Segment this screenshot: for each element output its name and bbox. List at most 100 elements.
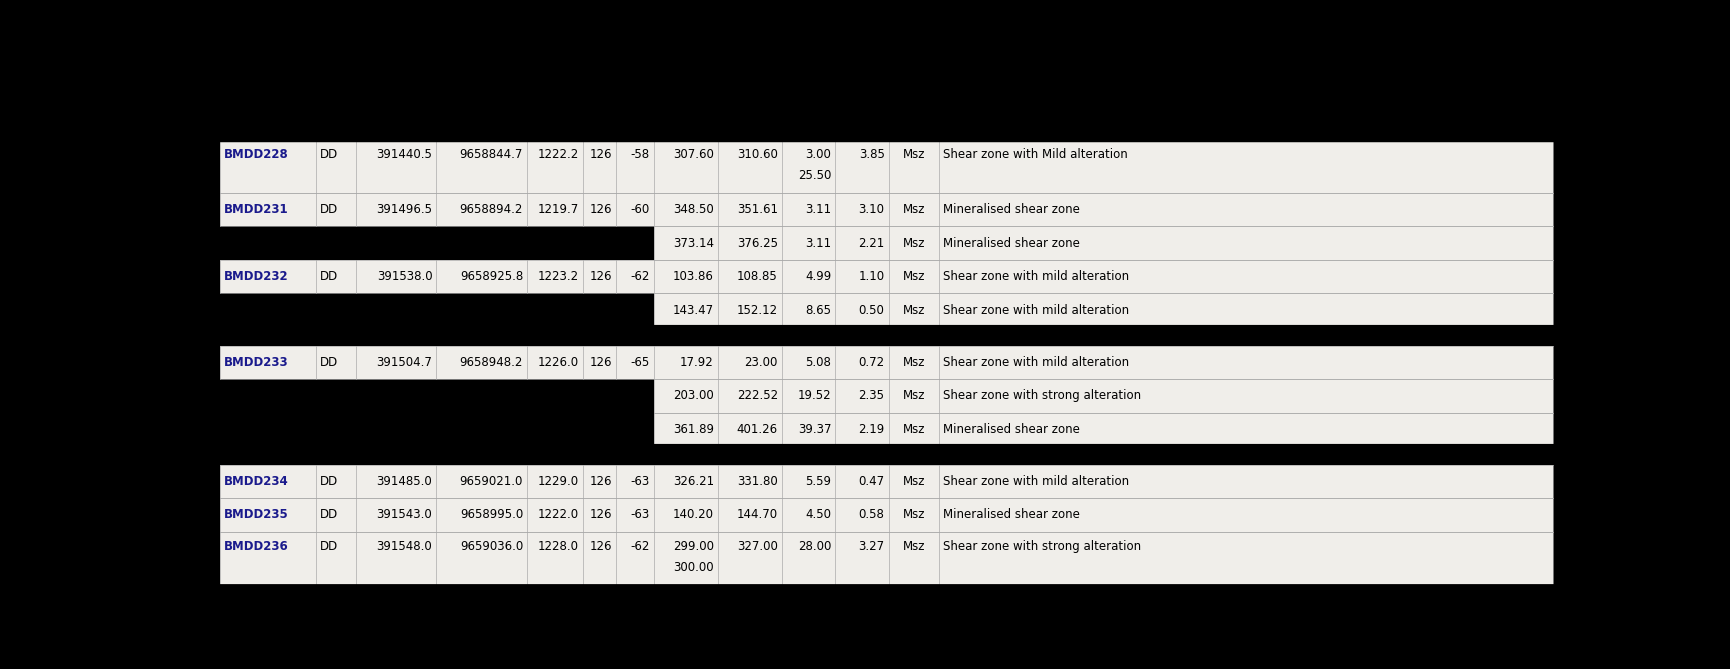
Text: 3.10: 3.10	[858, 203, 884, 216]
Text: Msz: Msz	[903, 389, 926, 402]
Text: 1228.0: 1228.0	[538, 540, 580, 553]
Text: -62: -62	[630, 270, 650, 283]
Text: 391504.7: 391504.7	[377, 356, 432, 369]
Text: 126: 126	[590, 270, 612, 283]
Text: 1219.7: 1219.7	[538, 203, 580, 216]
Text: 1222.2: 1222.2	[538, 148, 580, 161]
Text: 9658925.8: 9658925.8	[460, 270, 522, 283]
Text: 326.21: 326.21	[673, 475, 714, 488]
Text: 4.50: 4.50	[804, 508, 830, 521]
Text: -63: -63	[630, 475, 650, 488]
Text: -65: -65	[630, 356, 650, 369]
Text: 391543.0: 391543.0	[377, 508, 432, 521]
Text: 108.85: 108.85	[737, 270, 778, 283]
Text: Msz: Msz	[903, 356, 926, 369]
Text: 19.52: 19.52	[798, 389, 830, 402]
Text: DD: DD	[320, 508, 339, 521]
Text: DD: DD	[320, 270, 339, 283]
Text: 310.60: 310.60	[737, 148, 778, 161]
Text: -62: -62	[630, 540, 650, 553]
Text: 299.00: 299.00	[673, 540, 714, 553]
Text: 25.50: 25.50	[798, 169, 830, 183]
Text: BMDD234: BMDD234	[225, 475, 289, 488]
Text: 9659036.0: 9659036.0	[460, 540, 522, 553]
Text: 39.37: 39.37	[798, 423, 830, 436]
Text: 140.20: 140.20	[673, 508, 714, 521]
Text: 9658995.0: 9658995.0	[460, 508, 522, 521]
Text: Shear zone with mild alteration: Shear zone with mild alteration	[943, 270, 1130, 283]
Text: 351.61: 351.61	[737, 203, 778, 216]
Bar	[654, 294, 1554, 327]
Text: Shear zone with Mild alteration: Shear zone with Mild alteration	[943, 148, 1128, 161]
Bar	[654, 227, 1554, 260]
Text: 348.50: 348.50	[673, 203, 714, 216]
Text: BMDD231: BMDD231	[225, 203, 289, 216]
Text: Msz: Msz	[903, 203, 926, 216]
Text: 3.11: 3.11	[804, 203, 830, 216]
Text: 8.65: 8.65	[804, 304, 830, 316]
Text: Mineralised shear zone: Mineralised shear zone	[943, 423, 1080, 436]
Text: 3.11: 3.11	[804, 237, 830, 250]
Text: -58: -58	[631, 148, 650, 161]
Text: DD: DD	[320, 203, 339, 216]
Text: Mineralised shear zone: Mineralised shear zone	[943, 237, 1080, 250]
Text: 28.00: 28.00	[798, 540, 830, 553]
Text: Msz: Msz	[903, 475, 926, 488]
Bar	[220, 346, 1554, 379]
Text: 376.25: 376.25	[737, 237, 778, 250]
Text: Msz: Msz	[903, 423, 926, 436]
Text: 4.99: 4.99	[804, 270, 830, 283]
Text: 103.86: 103.86	[673, 270, 714, 283]
Text: 327.00: 327.00	[737, 540, 778, 553]
Text: 222.52: 222.52	[737, 389, 778, 402]
Text: 3.27: 3.27	[858, 540, 884, 553]
Text: 126: 126	[590, 508, 612, 521]
Text: 1.10: 1.10	[858, 270, 884, 283]
Text: 152.12: 152.12	[737, 304, 778, 316]
Text: 331.80: 331.80	[737, 475, 778, 488]
Text: Shear zone with mild alteration: Shear zone with mild alteration	[943, 304, 1130, 316]
Text: 143.47: 143.47	[673, 304, 714, 316]
Text: Msz: Msz	[903, 237, 926, 250]
Bar	[654, 413, 1554, 446]
Text: 300.00: 300.00	[673, 561, 714, 575]
Text: 391496.5: 391496.5	[377, 203, 432, 216]
Text: 126: 126	[590, 475, 612, 488]
Text: -60: -60	[630, 203, 650, 216]
Text: 5.08: 5.08	[806, 356, 830, 369]
Text: Msz: Msz	[903, 304, 926, 316]
Text: 126: 126	[590, 203, 612, 216]
Text: BMDD233: BMDD233	[225, 356, 289, 369]
Text: 2.21: 2.21	[858, 237, 884, 250]
Text: 391538.0: 391538.0	[377, 270, 432, 283]
Text: BMDD228: BMDD228	[225, 148, 289, 161]
Text: 1229.0: 1229.0	[538, 475, 580, 488]
Text: 126: 126	[590, 356, 612, 369]
Text: 0.58: 0.58	[858, 508, 884, 521]
Text: 1222.0: 1222.0	[538, 508, 580, 521]
Text: 307.60: 307.60	[673, 148, 714, 161]
Text: DD: DD	[320, 475, 339, 488]
Text: 391440.5: 391440.5	[377, 148, 432, 161]
Text: 126: 126	[590, 148, 612, 161]
Text: 3.00: 3.00	[806, 148, 830, 161]
Text: DD: DD	[320, 540, 339, 553]
Text: 1226.0: 1226.0	[538, 356, 580, 369]
Text: 0.47: 0.47	[858, 475, 884, 488]
Text: Msz: Msz	[903, 148, 926, 161]
Text: 373.14: 373.14	[673, 237, 714, 250]
Bar	[220, 532, 1554, 585]
Text: Msz: Msz	[903, 508, 926, 521]
Text: BMDD232: BMDD232	[225, 270, 289, 283]
Text: 9658844.7: 9658844.7	[460, 148, 522, 161]
Bar	[220, 465, 1554, 498]
Text: 0.72: 0.72	[858, 356, 884, 369]
Text: 2.35: 2.35	[858, 389, 884, 402]
Bar	[220, 140, 1554, 193]
Bar	[220, 193, 1554, 227]
Text: 9658948.2: 9658948.2	[460, 356, 522, 369]
Text: 126: 126	[590, 540, 612, 553]
Text: Shear zone with mild alteration: Shear zone with mild alteration	[943, 475, 1130, 488]
Text: Mineralised shear zone: Mineralised shear zone	[943, 508, 1080, 521]
Text: 401.26: 401.26	[737, 423, 778, 436]
